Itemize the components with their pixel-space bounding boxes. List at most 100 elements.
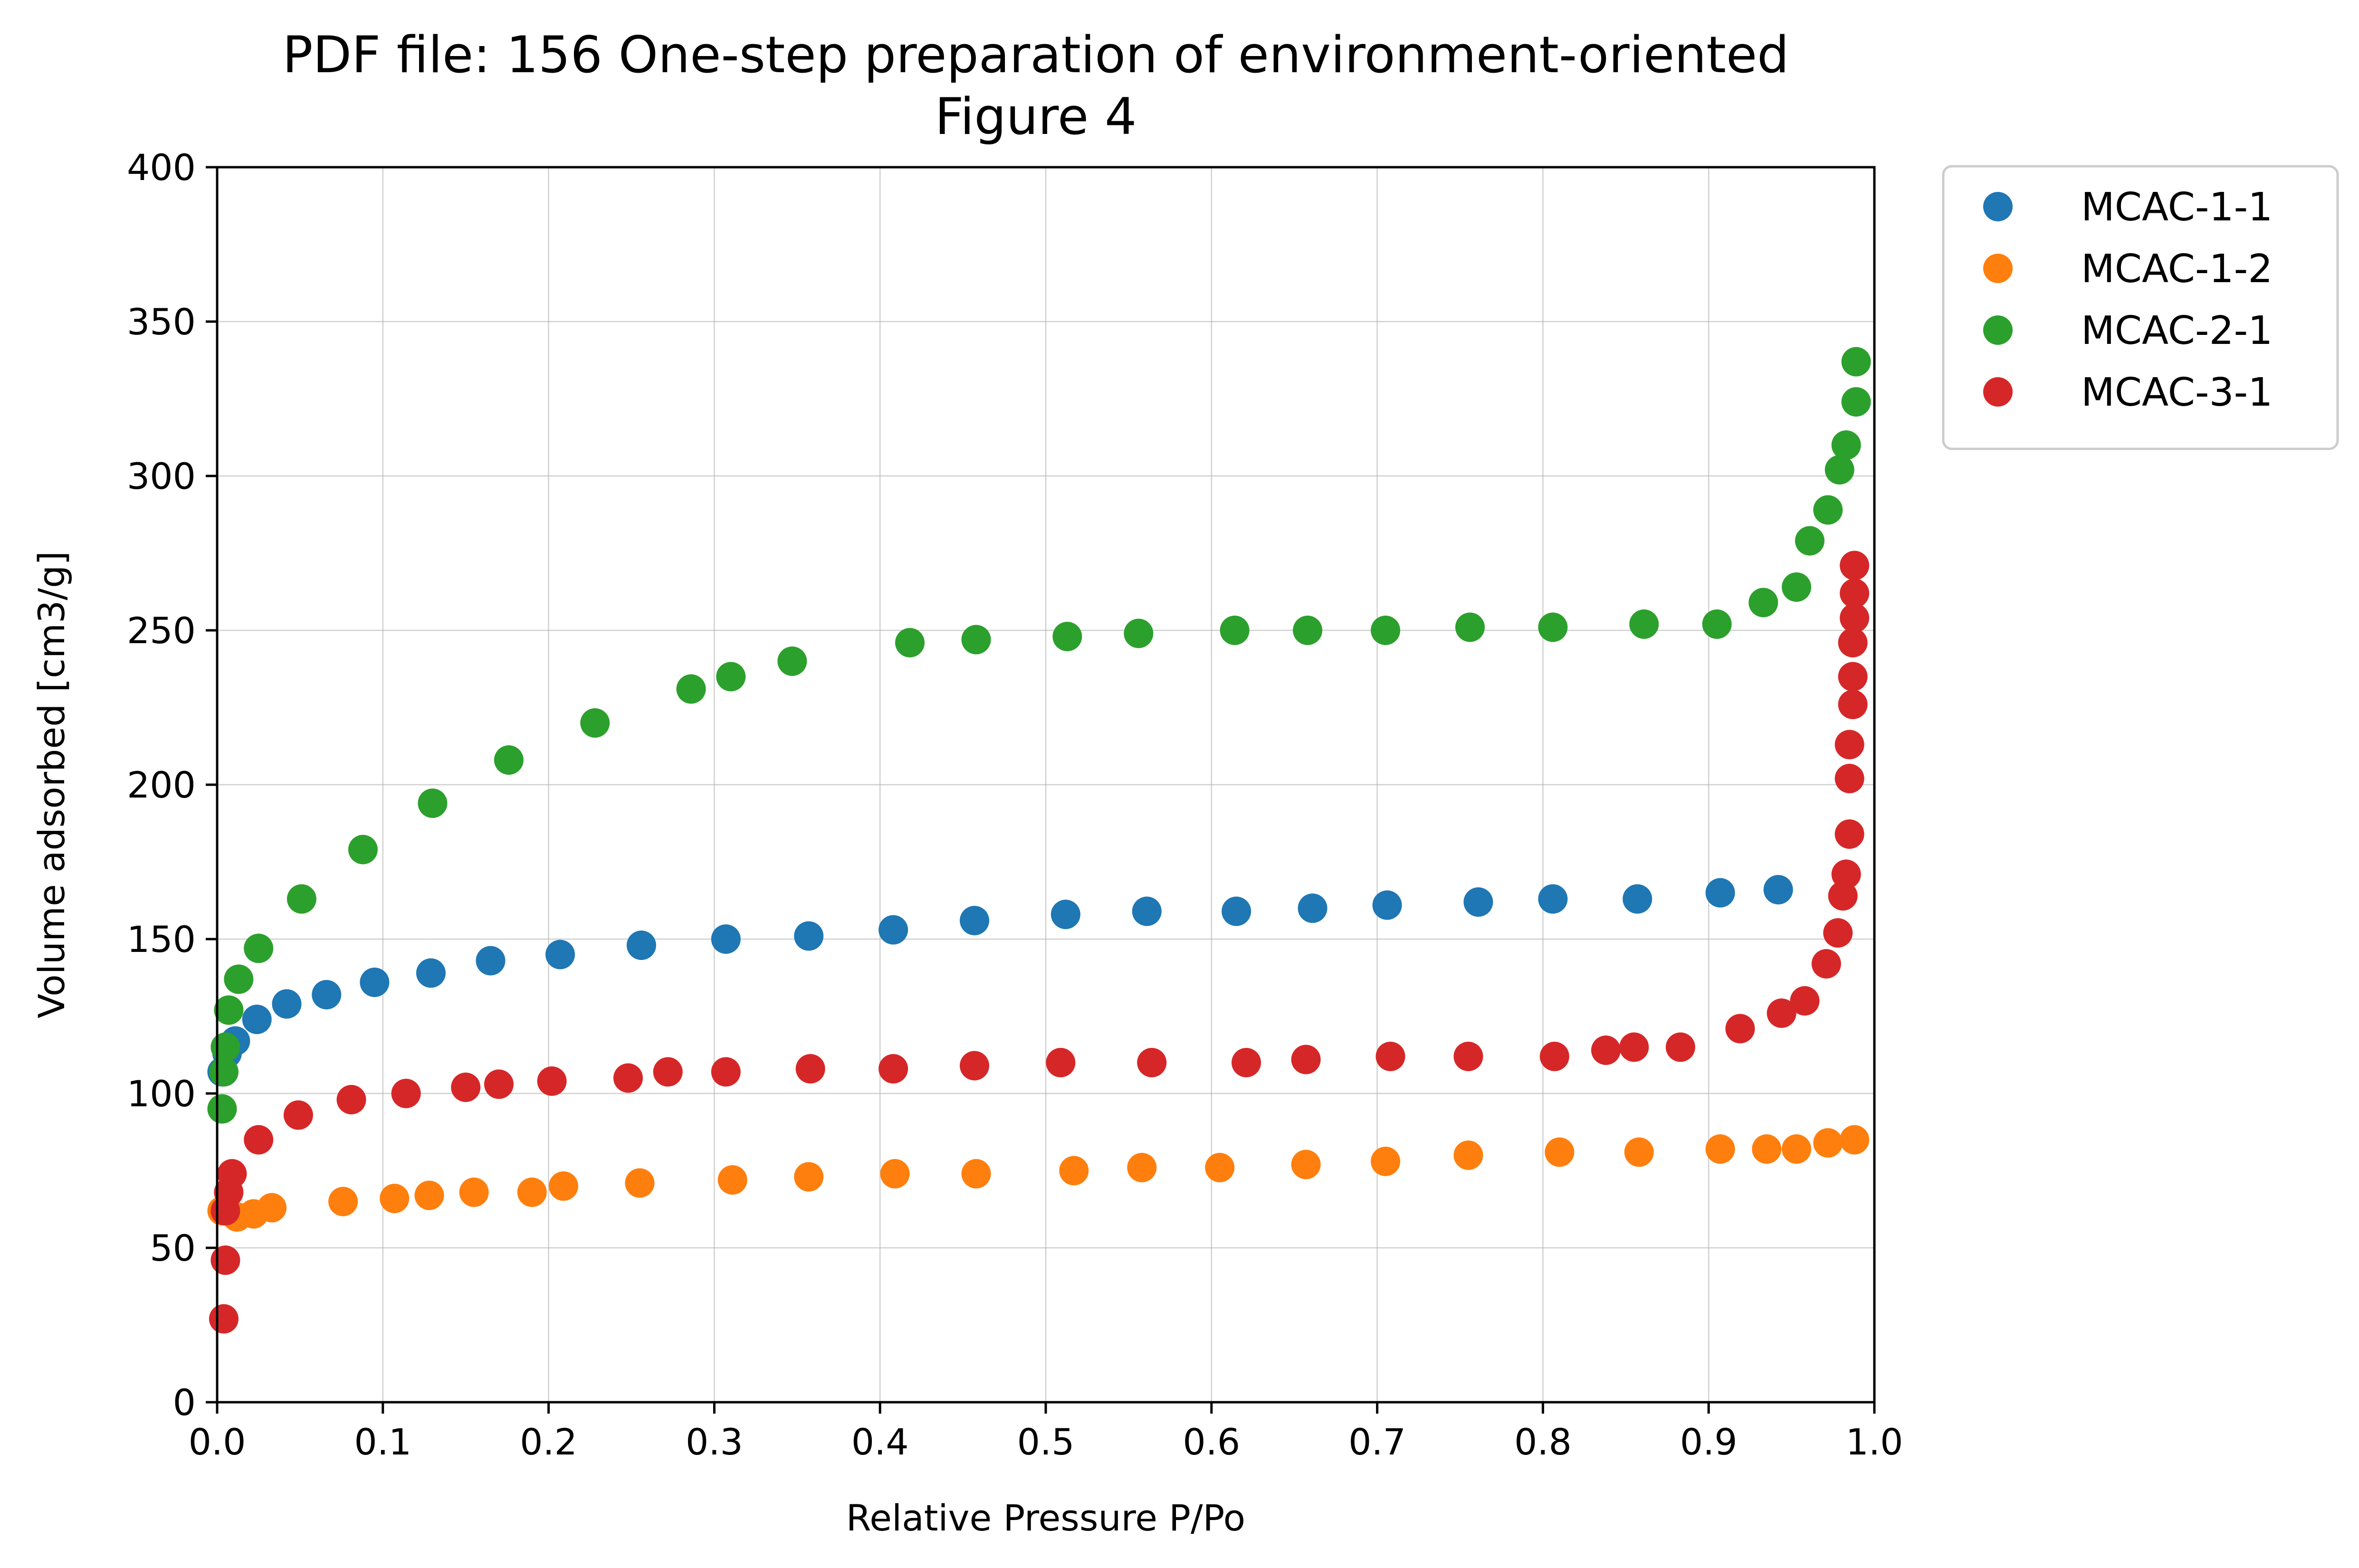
legend-label: MCAC-2-1 bbox=[2081, 308, 2273, 353]
data-point bbox=[613, 1063, 643, 1093]
legend-frame bbox=[1942, 165, 2339, 450]
x-tick-label: 0.1 bbox=[354, 1421, 411, 1463]
data-point bbox=[1298, 893, 1328, 923]
series-mcac-3-1 bbox=[209, 551, 1870, 1334]
data-point bbox=[1052, 622, 1082, 651]
x-tick-label: 0.2 bbox=[520, 1421, 577, 1463]
data-point bbox=[1840, 579, 1870, 608]
data-point bbox=[1046, 1048, 1076, 1077]
y-tick-label: 300 bbox=[127, 455, 196, 497]
data-point bbox=[1624, 1137, 1654, 1167]
legend-label: MCAC-3-1 bbox=[2081, 370, 2273, 415]
y-tick-label: 50 bbox=[150, 1227, 196, 1269]
data-point bbox=[1828, 881, 1858, 911]
data-point bbox=[1838, 662, 1868, 692]
data-point bbox=[1545, 1137, 1575, 1167]
y-tick-label: 100 bbox=[127, 1073, 196, 1115]
data-point bbox=[1293, 616, 1323, 645]
data-point bbox=[1767, 998, 1796, 1028]
legend-label: MCAC-1-2 bbox=[2081, 247, 2273, 292]
data-point bbox=[1831, 430, 1861, 460]
data-point bbox=[209, 1304, 239, 1334]
data-point bbox=[1748, 588, 1778, 618]
data-point bbox=[224, 964, 254, 994]
data-point bbox=[1591, 1036, 1621, 1065]
plot-frame bbox=[216, 166, 1876, 1404]
data-point bbox=[272, 989, 302, 1019]
data-point bbox=[1371, 1147, 1401, 1176]
data-point bbox=[879, 1054, 908, 1083]
data-point bbox=[244, 933, 274, 963]
data-point bbox=[1831, 859, 1861, 889]
data-point bbox=[287, 884, 316, 914]
data-point bbox=[1702, 609, 1732, 639]
data-point bbox=[1375, 1042, 1405, 1071]
data-point bbox=[1127, 1153, 1157, 1182]
y-tick-label: 150 bbox=[127, 918, 196, 960]
data-point bbox=[961, 1159, 991, 1188]
data-point bbox=[214, 995, 244, 1025]
data-point bbox=[1132, 896, 1162, 926]
data-point bbox=[336, 1085, 366, 1114]
data-point bbox=[1705, 1134, 1735, 1164]
data-point bbox=[777, 646, 807, 676]
data-point bbox=[960, 906, 990, 935]
data-point bbox=[1619, 1032, 1649, 1062]
data-point bbox=[1838, 690, 1868, 719]
data-point bbox=[476, 946, 506, 976]
data-point bbox=[1232, 1048, 1261, 1077]
series-mcac-1-2 bbox=[207, 1125, 1870, 1232]
data-point bbox=[711, 924, 741, 954]
data-points bbox=[207, 347, 1871, 1334]
data-point bbox=[451, 1073, 481, 1102]
x-tick-label: 0.3 bbox=[686, 1421, 743, 1463]
x-tick-label: 0.6 bbox=[1183, 1421, 1240, 1463]
data-point bbox=[1811, 949, 1841, 979]
y-tick-label: 250 bbox=[127, 609, 196, 652]
data-point bbox=[1137, 1048, 1167, 1077]
data-point bbox=[1840, 1125, 1870, 1155]
data-point bbox=[1453, 1140, 1483, 1170]
y-tick-label: 400 bbox=[127, 146, 196, 189]
data-point bbox=[1291, 1150, 1321, 1179]
legend-marker bbox=[1983, 377, 2013, 407]
data-point bbox=[961, 625, 991, 655]
data-point bbox=[1538, 612, 1568, 642]
data-point bbox=[1834, 764, 1864, 793]
legend-label: MCAC-1-1 bbox=[2081, 185, 2273, 230]
data-point bbox=[1059, 1156, 1089, 1186]
data-point bbox=[1705, 878, 1735, 908]
data-point bbox=[879, 915, 908, 945]
data-point bbox=[1463, 887, 1493, 917]
tick-labels: 0.0 0.1 0.2 0.3 0.4 0.5 0.6 0.7 0.8 0.9 1.0 0 50 100 1… bbox=[127, 146, 1903, 1463]
data-point bbox=[1725, 1014, 1755, 1044]
data-point bbox=[1813, 1128, 1843, 1158]
y-tick-label: 200 bbox=[127, 764, 196, 806]
data-point bbox=[717, 1165, 747, 1195]
data-point bbox=[1291, 1045, 1321, 1074]
data-point bbox=[960, 1051, 990, 1081]
data-point bbox=[1455, 612, 1485, 642]
data-point bbox=[794, 1162, 824, 1192]
data-point bbox=[1051, 900, 1080, 929]
data-point bbox=[895, 628, 925, 657]
data-point bbox=[1665, 1032, 1695, 1062]
data-point bbox=[1453, 1042, 1483, 1071]
data-point bbox=[210, 1245, 240, 1275]
data-point bbox=[1824, 455, 1854, 485]
data-point bbox=[283, 1100, 313, 1130]
data-point bbox=[210, 1032, 240, 1062]
data-point bbox=[391, 1079, 421, 1108]
data-point bbox=[580, 708, 610, 738]
data-point bbox=[242, 1005, 272, 1034]
data-point bbox=[1840, 603, 1870, 633]
data-point bbox=[312, 980, 342, 1009]
data-point bbox=[1623, 884, 1652, 914]
data-point bbox=[1790, 986, 1820, 1016]
x-tick-label: 0.0 bbox=[189, 1421, 246, 1463]
data-point bbox=[1124, 618, 1154, 648]
data-point bbox=[795, 1054, 825, 1083]
data-point bbox=[1205, 1153, 1235, 1182]
x-tick-label: 0.5 bbox=[1017, 1421, 1075, 1463]
x-tick-label: 0.8 bbox=[1514, 1421, 1572, 1463]
